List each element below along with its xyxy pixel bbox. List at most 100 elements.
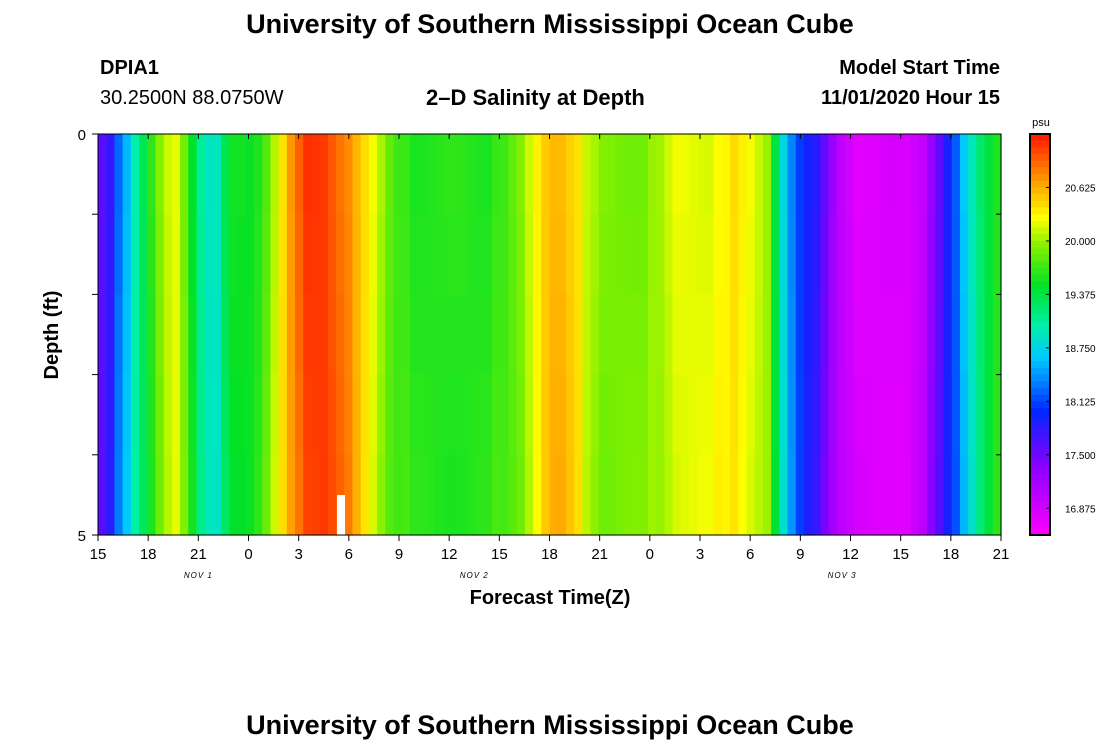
heatmap-cell bbox=[106, 454, 116, 536]
heatmap-cell bbox=[508, 374, 518, 456]
heatmap-cell bbox=[139, 454, 148, 536]
heatmap-cell bbox=[114, 374, 124, 456]
colorbar-segment bbox=[1030, 441, 1050, 449]
heatmap-cell bbox=[820, 294, 830, 376]
heatmap-cell bbox=[803, 374, 813, 456]
heatmap-cell bbox=[828, 454, 838, 536]
heatmap-cell bbox=[877, 214, 887, 295]
colorbar-units: psu bbox=[1032, 117, 1050, 129]
heatmap-cell bbox=[262, 134, 271, 215]
heatmap-cell bbox=[861, 374, 871, 456]
heatmap-cell bbox=[910, 454, 920, 536]
heatmap-cell bbox=[147, 134, 157, 215]
heatmap-cell bbox=[418, 454, 427, 536]
heatmap-cell bbox=[894, 374, 904, 456]
heatmap-cell bbox=[574, 374, 583, 456]
heatmap-cell bbox=[450, 214, 460, 295]
heatmap-cell bbox=[615, 374, 624, 456]
heatmap-cell bbox=[352, 214, 362, 295]
heatmap-cell bbox=[393, 294, 403, 376]
heatmap-cell bbox=[311, 454, 321, 536]
heatmap-cell bbox=[467, 134, 477, 215]
heatmap-cell bbox=[951, 214, 961, 295]
heatmap-cell bbox=[656, 134, 666, 215]
heatmap-cell bbox=[459, 294, 469, 376]
heatmap-cell bbox=[180, 294, 189, 376]
heatmap-cell bbox=[672, 374, 682, 456]
heatmap-cell bbox=[730, 214, 739, 295]
colorbar-segment bbox=[1030, 374, 1050, 382]
heatmap-cell bbox=[286, 214, 296, 295]
heatmap-cell bbox=[730, 294, 739, 376]
colorbar-segment bbox=[1030, 267, 1050, 275]
x-tick-label: 15 bbox=[90, 546, 107, 563]
heatmap-cell bbox=[147, 214, 157, 295]
heatmap-cell bbox=[951, 374, 961, 456]
heatmap-cell bbox=[98, 134, 107, 215]
heatmap-cell bbox=[894, 214, 904, 295]
heatmap-cell bbox=[541, 374, 551, 456]
heatmap-cell bbox=[393, 134, 403, 215]
heatmap-cell bbox=[631, 454, 641, 536]
heatmap-cell bbox=[762, 374, 772, 456]
colorbar-segment bbox=[1030, 140, 1050, 148]
heatmap-cell bbox=[516, 134, 526, 215]
heatmap-cell bbox=[697, 214, 707, 295]
heatmap-cell bbox=[245, 374, 255, 456]
heatmap-cell bbox=[311, 214, 321, 295]
heatmap-cell bbox=[524, 134, 534, 215]
heatmap-cell bbox=[122, 454, 132, 536]
heatmap-cell bbox=[385, 294, 395, 376]
heatmap-cell bbox=[738, 374, 748, 456]
colorbar-tick-label: 17.500 bbox=[1065, 451, 1096, 462]
colorbar-segment bbox=[1030, 494, 1050, 503]
colorbar-segment bbox=[1030, 401, 1050, 409]
heatmap-cell bbox=[680, 294, 690, 376]
heatmap-cell bbox=[352, 134, 362, 215]
heatmap-cell bbox=[828, 214, 838, 295]
heatmap-cell bbox=[155, 374, 165, 456]
heatmap-cell bbox=[163, 454, 173, 536]
heatmap-cell bbox=[278, 374, 288, 456]
heatmap-cell bbox=[360, 214, 370, 295]
heatmap-cell bbox=[574, 214, 583, 295]
heatmap-cell bbox=[836, 294, 846, 376]
heatmap-cell bbox=[779, 134, 789, 215]
colorbar-segment bbox=[1030, 147, 1050, 155]
heatmap-cell bbox=[623, 134, 633, 215]
heatmap-cell bbox=[754, 454, 764, 536]
heatmap-cell bbox=[508, 214, 518, 295]
colorbar-tick-label: 19.375 bbox=[1065, 290, 1096, 301]
heatmap-cell bbox=[771, 214, 780, 295]
heatmap-cell bbox=[853, 294, 863, 376]
heatmap-cell bbox=[237, 134, 247, 215]
heatmap-cell bbox=[771, 374, 780, 456]
heatmap-cell bbox=[902, 454, 912, 536]
heatmap-cell bbox=[221, 454, 230, 536]
heatmap-cell bbox=[845, 454, 854, 536]
heatmap-cell bbox=[533, 294, 542, 376]
heatmap-cell bbox=[319, 214, 329, 295]
heatmap-cell bbox=[442, 214, 452, 295]
heatmap-cell bbox=[492, 214, 501, 295]
heatmap-cell bbox=[574, 134, 583, 215]
heatmap-cell bbox=[795, 134, 805, 215]
heatmap-cell bbox=[344, 214, 354, 295]
heatmap-cell bbox=[221, 374, 230, 456]
heatmap-cell bbox=[204, 214, 214, 295]
heatmap-cell bbox=[418, 134, 427, 215]
heatmap-cell bbox=[130, 374, 140, 456]
heatmap-cell bbox=[204, 294, 214, 376]
heatmap-cell bbox=[311, 294, 321, 376]
heatmap-cell bbox=[574, 454, 583, 536]
heatmap-cell bbox=[180, 134, 189, 215]
heatmap-cell bbox=[721, 134, 731, 215]
heatmap-cell bbox=[713, 294, 723, 376]
x-tick-label: 18 bbox=[942, 546, 959, 563]
heatmap-cell bbox=[992, 134, 1002, 215]
colorbar-frame bbox=[1029, 133, 1051, 536]
heatmap-cell bbox=[886, 454, 895, 536]
colorbar-segment bbox=[1030, 521, 1050, 529]
heatmap-cell bbox=[713, 374, 723, 456]
